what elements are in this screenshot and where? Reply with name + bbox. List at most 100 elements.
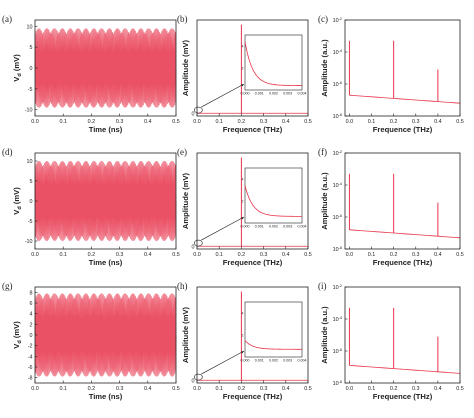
y-tick-label: 10: [27, 159, 33, 165]
x-tick-label: 0.0: [346, 386, 354, 392]
y-tick-label: 10-2: [333, 284, 342, 291]
x-axis-label: Time (ns): [89, 125, 123, 134]
log-spectrum-panel-2: 0.0 0.1 0.2 0.3 0.4 0.5 10-2 10-4 10-6 10-8 Freque…: [318, 147, 464, 267]
inset-curve: [244, 185, 302, 217]
x-tick-label: 0.4: [282, 119, 290, 125]
inset-y-tick-label: 4: [242, 44, 244, 48]
panel-label: (d): [2, 147, 13, 157]
axes-frame: [344, 286, 461, 384]
axes-frame: [344, 19, 461, 117]
panel-label: (e): [177, 147, 187, 157]
x-tick-label: 0.4: [434, 252, 442, 258]
x-tick-label: 0.3: [412, 386, 420, 392]
x-tick-label: 0.1: [368, 386, 376, 392]
x-axis-label: Frequence (THz): [373, 258, 433, 267]
inset-y-tick-label: 2: [242, 199, 244, 203]
inset-y-tick-label: 2: [242, 66, 244, 70]
panel-label: (h): [177, 281, 188, 291]
zoom-ellipse: [194, 239, 203, 247]
y-axis-label: Amplitude (mV): [181, 306, 190, 363]
x-tick-label: 0.4: [144, 386, 152, 392]
y-tick-label: 10-8: [333, 246, 342, 253]
x-tick-label: 0.1: [215, 119, 223, 125]
zoom-arrow: [201, 83, 245, 108]
x-tick-label: 0.3: [116, 252, 124, 258]
x-tick-label: 0.0: [31, 386, 39, 392]
spectrum-panel-3: 0.0 0.1 0.2 0.3 0.4 0.5 0 Frequence (THz) Amplit…: [177, 281, 312, 401]
panel-label: (g): [2, 281, 13, 291]
inset-frame: [244, 301, 303, 358]
x-tick-label: 0.4: [144, 252, 152, 258]
y-axis-label: Vd (mV): [12, 187, 23, 215]
y-tick-label: -10: [25, 239, 33, 245]
spectrum-panel-2: 0.0 0.1 0.2 0.3 0.4 0.5 0 Frequence (THz) Amplit…: [177, 147, 312, 267]
x-tick-label: 0.2: [88, 119, 96, 125]
x-tick-label: 0.3: [260, 252, 268, 258]
x-axis-label: Frequence (THz): [223, 125, 283, 134]
x-tick-label: 0.3: [116, 386, 124, 392]
x-tick-label: 0.5: [172, 252, 180, 258]
y-tick-label: 0: [30, 199, 33, 205]
y-tick-label: 10-4: [333, 49, 342, 56]
time-panel-2: 0.0 0.1 0.2 0.3 0.4 0.5 10 5 0 -5 -10 Time (ns) Vd (…: [2, 147, 180, 267]
x-tick-label: 0.5: [304, 252, 312, 258]
panel-label: (i): [318, 281, 327, 291]
log-baseline: [349, 94, 461, 104]
x-tick-label: 0.1: [368, 119, 376, 125]
x-tick-label: 0.4: [282, 252, 290, 258]
x-tick-label: 0.3: [260, 386, 268, 392]
zoom-ellipse: [194, 106, 203, 114]
x-tick-label: 0.2: [238, 252, 246, 258]
inset-x-tick-label: 0.003: [283, 359, 292, 363]
zoom-arrow: [201, 350, 245, 375]
panel-label: (b): [177, 14, 188, 24]
zoom-arrow: [201, 216, 245, 241]
x-tick-label: 0.3: [116, 119, 124, 125]
panel-label: (f): [318, 147, 327, 157]
y-tick-label: 0: [192, 378, 195, 384]
inset-x-tick-label: 0.002: [269, 225, 278, 229]
waveform-line: [34, 28, 177, 108]
y-tick-label: -10: [25, 108, 33, 114]
log-spectrum-panel-1: 0.0 0.1 0.2 0.3 0.4 0.5 10-2 10-4 10-6 10-8 Freque…: [318, 14, 464, 134]
zoom-ellipse: [194, 373, 203, 381]
x-tick-label: 0.5: [456, 386, 464, 392]
x-tick-label: 0.0: [31, 252, 39, 258]
y-tick-label: 10-8: [333, 113, 342, 120]
y-tick-label: 10-6: [333, 348, 342, 355]
waveform-line: [34, 293, 177, 377]
panel-label: (a): [2, 14, 12, 24]
x-tick-label: 0.5: [172, 386, 180, 392]
x-tick-label: 0.0: [193, 119, 201, 125]
y-tick-label: 10-6: [333, 81, 342, 88]
time-panel-1: 0.0 0.1 0.2 0.3 0.4 0.5 10 5 0 -5 -10 Time (ns) Vd (…: [2, 14, 180, 134]
x-tick-label: 0.4: [282, 386, 290, 392]
inset-x-tick-label: 0.003: [283, 92, 292, 96]
axes-frame: [344, 152, 461, 250]
y-tick-label: 10-4: [333, 316, 342, 323]
x-tick-label: 0.1: [59, 386, 67, 392]
x-tick-label: 0.5: [304, 119, 312, 125]
x-tick-label: 0.2: [390, 119, 398, 125]
y-tick-label: -5: [28, 87, 33, 93]
x-tick-label: 0.4: [434, 119, 442, 125]
log-baseline: [349, 229, 461, 239]
x-axis-label: Time (ns): [89, 258, 123, 267]
x-tick-label: 0.5: [456, 252, 464, 258]
x-tick-label: 0.1: [59, 252, 67, 258]
x-tick-label: 0.2: [88, 386, 96, 392]
x-tick-label: 0.0: [193, 252, 201, 258]
y-tick-label: 4: [30, 312, 33, 318]
y-tick-label: 2: [30, 322, 33, 328]
y-tick-label: 10-6: [333, 214, 342, 221]
y-tick-label: 10-4: [333, 182, 342, 189]
x-tick-label: 0.5: [304, 386, 312, 392]
x-tick-label: 0.3: [412, 252, 420, 258]
zoom-arrow-head: [240, 217, 244, 220]
inset-plot: 0.000 0.001 0.002 0.003 0.004 4 2: [241, 34, 307, 96]
y-tick-label: -5: [28, 219, 33, 225]
x-tick-label: 0.1: [215, 386, 223, 392]
y-tick-label: -8: [28, 376, 33, 382]
y-axis-label: Amplitude (a.u.): [320, 39, 329, 97]
zoom-arrow-head: [240, 351, 244, 354]
